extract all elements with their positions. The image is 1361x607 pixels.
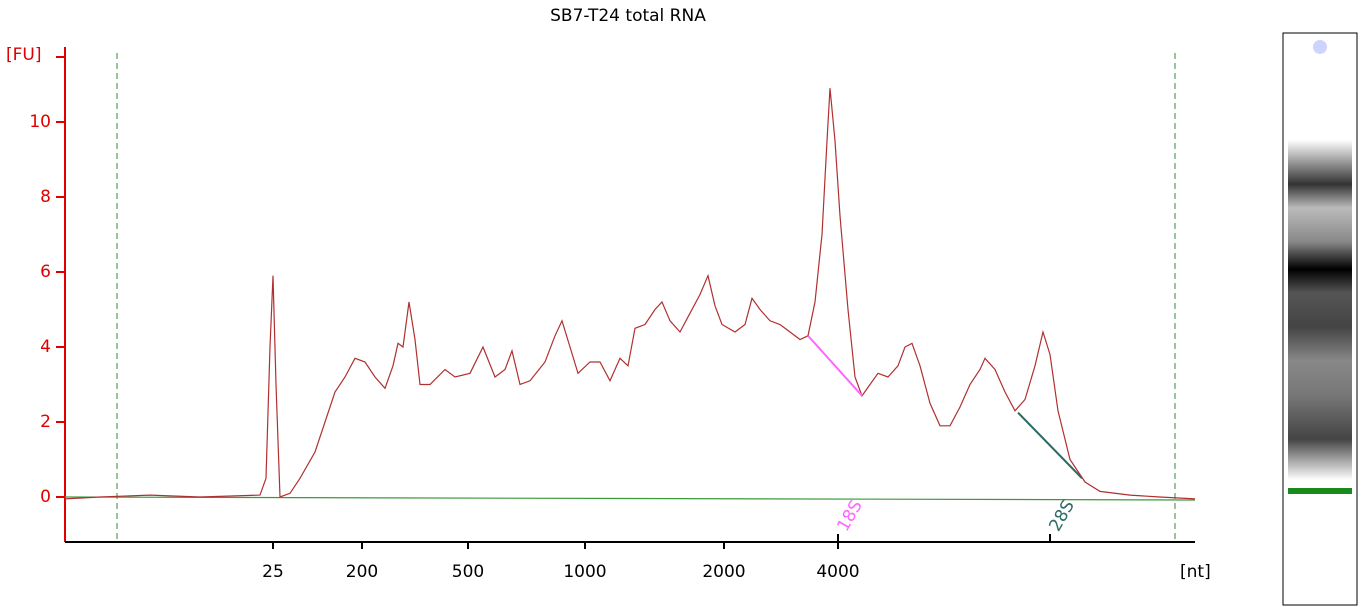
gel-lane bbox=[1282, 32, 1358, 606]
chart-title: SB7-T24 total RNA bbox=[550, 6, 706, 26]
x-tick-label: 1000 bbox=[563, 562, 606, 582]
y-tick-label: 2 bbox=[40, 412, 51, 432]
y-axis-label: [FU] bbox=[6, 45, 42, 65]
baseline bbox=[64, 496, 1196, 501]
y-tick-label: 4 bbox=[40, 337, 51, 357]
x-tick-label: 2000 bbox=[702, 562, 745, 582]
peak-baseline bbox=[1017, 411, 1083, 479]
y-tick-label: 10 bbox=[29, 112, 51, 132]
peak-baseline bbox=[807, 335, 863, 397]
x-tick-label: 500 bbox=[452, 562, 484, 582]
trace bbox=[64, 88, 1196, 500]
annotation: 28S bbox=[1045, 497, 1079, 535]
x-tick-label: 200 bbox=[346, 562, 378, 582]
marker-band bbox=[1288, 488, 1352, 494]
y-tick-label: 6 bbox=[40, 262, 51, 282]
x-tick-label: 25 bbox=[262, 562, 284, 582]
well bbox=[1313, 40, 1327, 54]
y-tick-label: 0 bbox=[40, 487, 51, 507]
x-axis-label: [nt] bbox=[1180, 562, 1211, 582]
annotation: 18S bbox=[833, 497, 867, 535]
lane-bands bbox=[1288, 140, 1352, 480]
y-tick-label: 8 bbox=[40, 187, 51, 207]
x-tick-label: 4000 bbox=[816, 562, 859, 582]
